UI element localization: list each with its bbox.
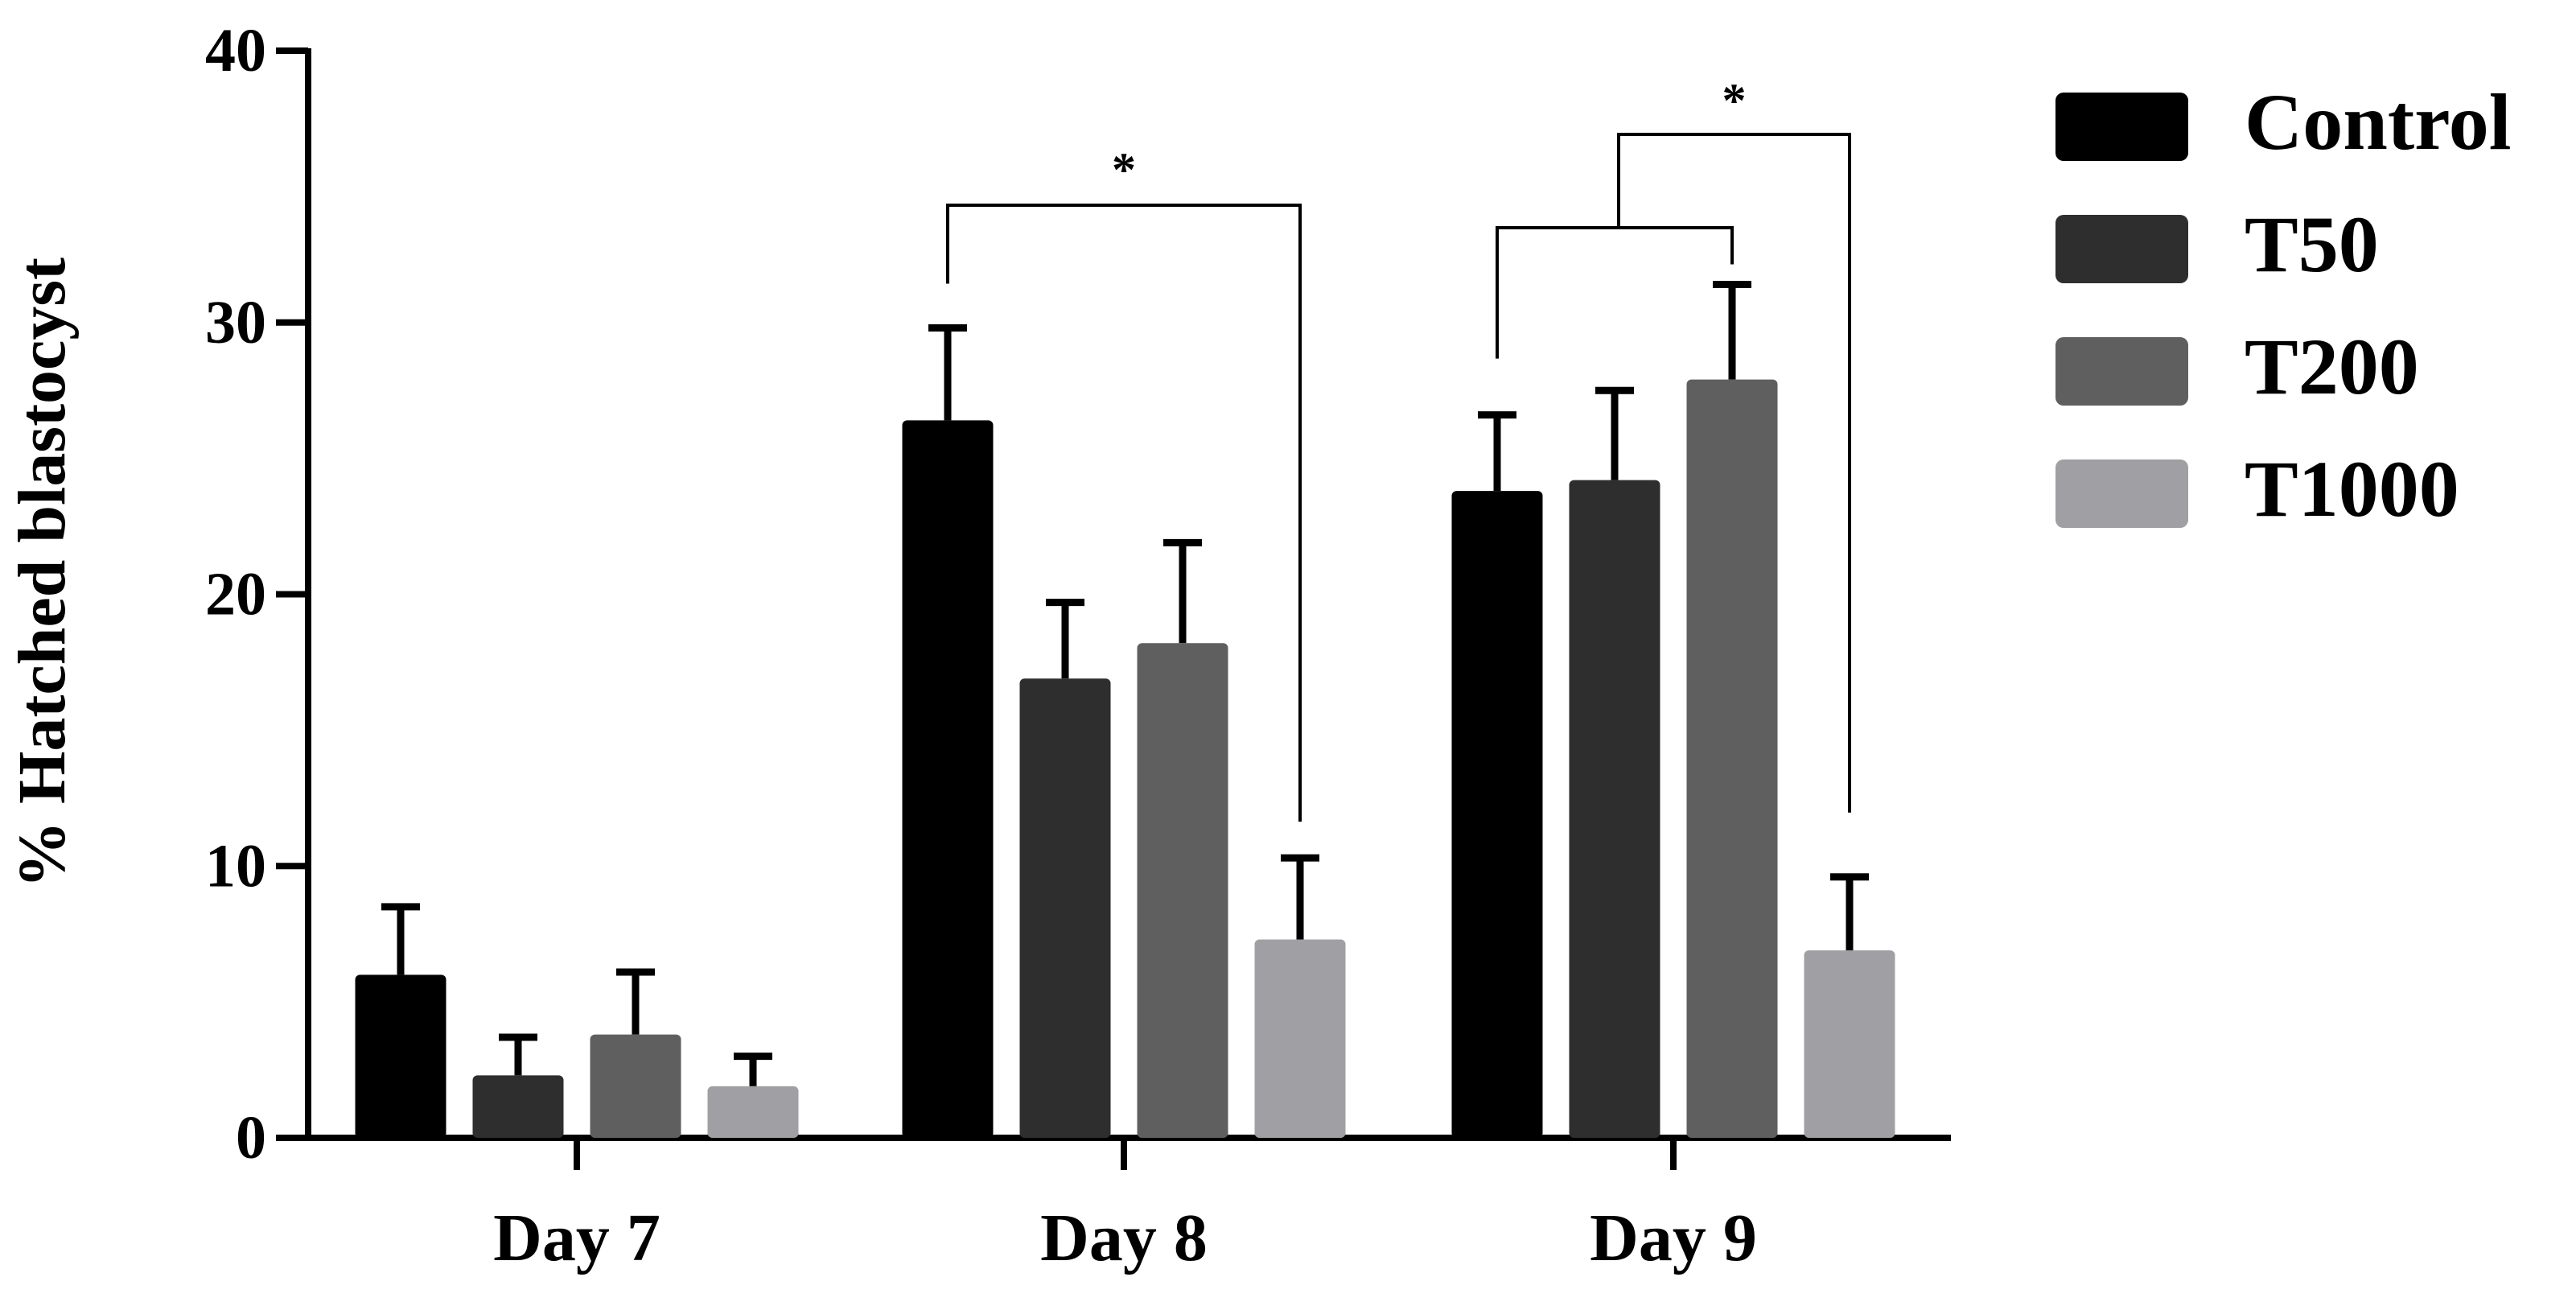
- legend-label: T1000: [2245, 444, 2459, 534]
- significance-bracket: [1496, 226, 1734, 359]
- significance-star: *: [1722, 74, 1747, 127]
- significance-bracket: [946, 204, 1302, 822]
- bar: [590, 1034, 681, 1138]
- legend-label: T200: [2245, 322, 2419, 411]
- legend-swatch: [2055, 215, 2188, 283]
- bar: [1451, 491, 1543, 1138]
- y-tick-label: 30: [205, 289, 266, 356]
- significance-star: *: [1112, 143, 1136, 196]
- y-tick-label: 10: [205, 832, 266, 900]
- bar: [1569, 480, 1660, 1138]
- legend-swatch: [2055, 93, 2188, 161]
- legend-swatch: [2055, 337, 2188, 406]
- bar: [472, 1075, 564, 1138]
- significance-bracket: [1617, 133, 1851, 813]
- x-tick-label: Day 9: [1590, 1201, 1757, 1275]
- y-tick-label: 0: [236, 1104, 266, 1172]
- y-tick-label: 20: [205, 561, 266, 628]
- bar: [1804, 950, 1895, 1138]
- legend-swatch: [2055, 459, 2188, 528]
- bar: [1137, 643, 1228, 1138]
- bar: [1254, 939, 1346, 1138]
- x-tick-label: Day 8: [1040, 1201, 1208, 1275]
- legend: Control T50 T200 T1000: [2055, 77, 2512, 534]
- legend-label: T50: [2245, 200, 2379, 289]
- bar: [1686, 379, 1778, 1138]
- y-tick-label: 40: [205, 17, 266, 84]
- y-axis-label: % Hatched blastocyst: [5, 258, 80, 888]
- legend-label: Control: [2245, 77, 2512, 167]
- plot-area: 0 10 20 30 40 Day 7 Day 8 Day 9 * *: [205, 17, 1951, 1275]
- bar: [355, 974, 446, 1138]
- x-tick-label: Day 7: [493, 1201, 660, 1275]
- bar: [707, 1086, 799, 1138]
- bar: [1019, 678, 1111, 1138]
- bar: [902, 420, 994, 1138]
